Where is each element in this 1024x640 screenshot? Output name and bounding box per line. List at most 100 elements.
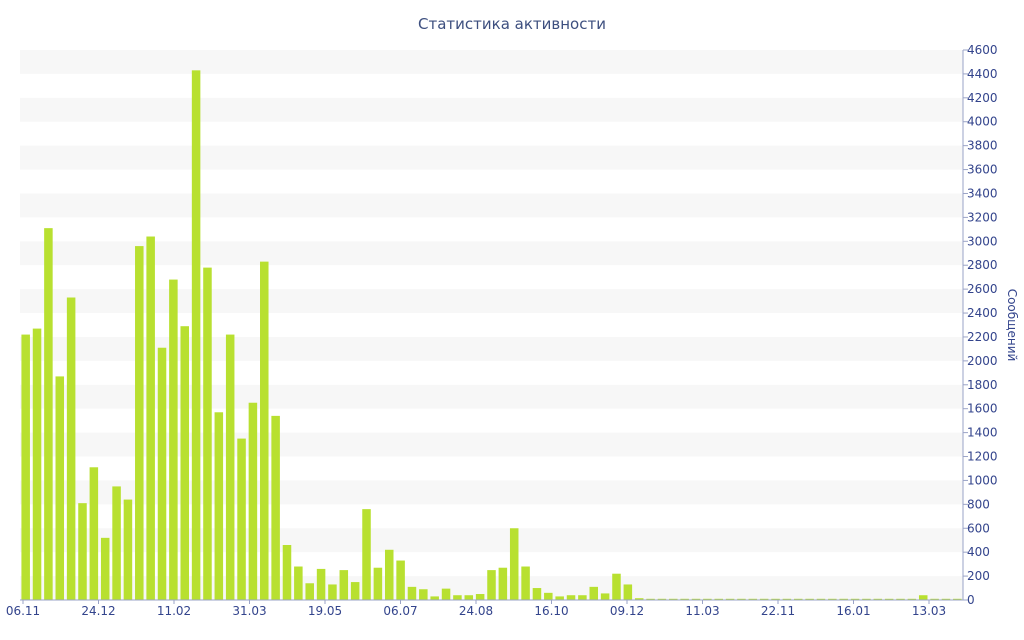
bar	[362, 509, 371, 600]
bar	[260, 261, 269, 600]
y-tick-label: 4200	[967, 91, 998, 105]
bar	[680, 598, 689, 600]
bar	[89, 467, 99, 600]
x-tick-label: 16.01	[836, 604, 870, 618]
bar	[498, 567, 508, 600]
bar	[578, 595, 587, 600]
bar	[419, 589, 428, 600]
bar	[135, 246, 144, 600]
chart-title: Статистика активности	[418, 15, 606, 33]
y-tick-label: 2800	[967, 258, 998, 272]
bar	[748, 598, 758, 600]
bar	[407, 586, 417, 600]
bar	[339, 570, 349, 600]
bar	[873, 598, 883, 600]
bar	[828, 598, 837, 600]
bar	[759, 598, 769, 600]
bar	[725, 598, 735, 600]
bar	[907, 598, 917, 600]
bar	[294, 566, 303, 600]
y-tick-label: 1000	[967, 473, 998, 487]
bar	[953, 598, 962, 600]
bar	[737, 598, 746, 600]
grid-band	[20, 289, 963, 314]
bar	[350, 582, 360, 600]
y-tick-label: 3000	[967, 234, 998, 248]
x-tick-label: 22.11	[761, 604, 795, 618]
y-tick-label: 3200	[967, 210, 998, 224]
bar	[487, 570, 496, 600]
y-tick-label: 4000	[967, 115, 998, 129]
x-tick-label: 11.03	[685, 604, 719, 618]
y-tick-label: 4600	[967, 43, 998, 57]
bar	[112, 486, 121, 600]
bar	[430, 596, 439, 600]
bar	[839, 598, 848, 600]
y-axis: 0 200 400 600 800 1000 1200 1400 1600 1800 2000 220…	[962, 43, 998, 607]
bar	[612, 573, 621, 600]
y-tick-label: 200	[967, 569, 990, 583]
bar	[862, 598, 871, 600]
y-tick-label: 2200	[967, 330, 998, 344]
bar	[305, 583, 314, 600]
y-axis-label: Сообщений	[1005, 289, 1019, 362]
bar	[623, 584, 633, 600]
y-tick-label: 2000	[967, 354, 998, 368]
bar	[805, 598, 814, 600]
x-tick-label: 24.12	[81, 604, 115, 618]
grid-bands	[20, 50, 963, 600]
bar	[509, 528, 519, 600]
y-tick-label: 3800	[967, 139, 998, 153]
bar	[782, 598, 792, 600]
bar	[66, 297, 76, 600]
bar	[78, 503, 87, 600]
bar	[396, 560, 405, 600]
grid-band	[20, 384, 963, 409]
x-tick-label: 06.11	[6, 604, 40, 618]
x-tick-label: 06.07	[383, 604, 417, 618]
bar	[248, 402, 258, 600]
y-tick-label: 0	[967, 593, 975, 607]
y-tick-label: 2400	[967, 306, 998, 320]
grid-band	[20, 97, 963, 122]
bar	[669, 598, 678, 600]
bar	[544, 592, 553, 600]
bar	[691, 598, 701, 600]
bar	[657, 598, 667, 600]
grid-band	[20, 336, 963, 361]
bar	[384, 549, 394, 600]
x-axis: 06.11 24.12 11.02 31.03 19.05 06.07 24.08 16.10…	[6, 599, 963, 618]
y-tick-label: 800	[967, 497, 990, 511]
bar	[191, 70, 201, 600]
y-tick-label: 1200	[967, 450, 998, 464]
bar	[714, 598, 723, 600]
grid-band	[20, 241, 963, 266]
bar	[157, 347, 167, 600]
x-tick-label: 13.03	[912, 604, 946, 618]
y-tick-label: 3600	[967, 163, 998, 177]
bar	[816, 598, 826, 600]
grid-band	[20, 193, 963, 218]
bar	[453, 595, 462, 600]
x-tick-label: 31.03	[232, 604, 266, 618]
bar	[634, 598, 644, 600]
grid-band	[20, 145, 963, 170]
y-tick-label: 1600	[967, 402, 998, 416]
y-tick-label: 2600	[967, 282, 998, 296]
grid-band	[20, 50, 963, 74]
bar	[441, 588, 451, 600]
bar	[328, 584, 337, 600]
y-tick-label: 4400	[967, 67, 998, 81]
bar	[475, 594, 485, 600]
y-tick-label: 1400	[967, 426, 998, 440]
bar	[703, 598, 712, 600]
bar	[146, 236, 155, 600]
bar	[930, 598, 939, 600]
bar	[316, 568, 326, 600]
bar	[100, 537, 110, 600]
bar	[214, 412, 224, 600]
bar	[918, 595, 928, 600]
bar	[464, 595, 474, 600]
bar	[521, 566, 530, 600]
